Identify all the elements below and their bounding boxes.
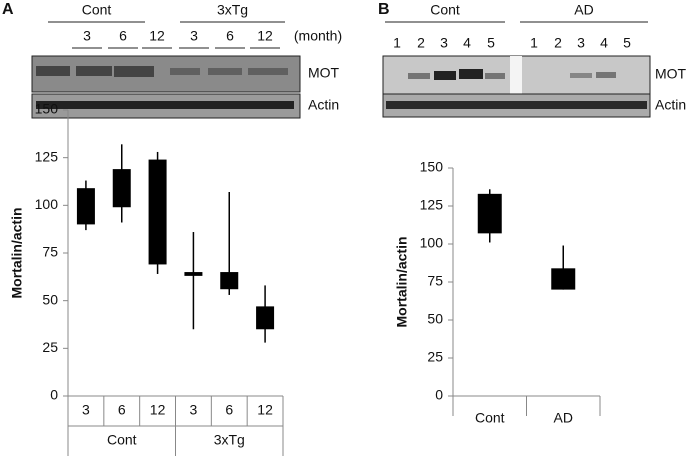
row-label: MOT [308,65,340,81]
box [184,272,203,276]
x-tick-label: 12 [150,402,166,418]
y-tick-label: 100 [420,235,444,251]
y-tick-label: 0 [50,387,58,403]
y-tick-label: 75 [427,273,443,289]
row-label: Actin [308,97,339,113]
y-tick-label: 50 [42,291,58,307]
y-tick-label: 25 [42,339,58,355]
lane-label: 1 [393,35,401,51]
group-label: 3xTg [217,2,248,18]
x-tick-label: 3 [190,402,198,418]
lane-label: 4 [600,35,608,51]
y-tick-label: 100 [35,196,59,212]
group-label: Cont [107,432,137,448]
y-tick-label: 150 [420,159,444,175]
gap [510,56,522,94]
box [256,306,275,330]
box [112,169,131,208]
x-tick-label: 12 [257,402,273,418]
box [76,188,95,225]
lane-label: 5 [487,35,495,51]
x-tick-label: 6 [118,402,126,418]
box [220,272,239,290]
y-tick-label: 125 [35,148,59,164]
lane-label: 2 [417,35,425,51]
band [36,101,294,109]
lane-label: 12 [149,28,165,44]
lane-label: 6 [119,28,127,44]
lane-label: 1 [530,35,538,51]
box [551,268,576,290]
group-label: 3xTg [214,432,245,448]
lane-label: 5 [623,35,631,51]
band [386,101,647,109]
x-tick-label: Cont [475,410,505,426]
panel-label: B [378,1,390,18]
lane-label: 3 [577,35,585,51]
panel-label: A [2,1,14,18]
box [477,193,502,234]
y-axis-label: Mortalin/actin [394,236,410,327]
group-label: Cont [430,2,460,18]
group-label: Cont [82,2,112,18]
y-axis-label: Mortalin/actin [9,207,25,298]
y-tick-label: 0 [435,387,443,403]
y-tick-label: 25 [427,349,443,365]
lane-label: 6 [226,28,234,44]
lane-label: 4 [463,35,471,51]
x-tick-label: AD [554,410,573,426]
unit-label: (month) [294,28,342,44]
row-label: Actin [655,97,686,113]
lane-label: 12 [257,28,273,44]
bands [36,66,288,77]
y-tick-label: 50 [427,311,443,327]
box [148,159,167,265]
x-tick-label: 6 [225,402,233,418]
bands [408,69,616,80]
lane-label: 2 [554,35,562,51]
y-tick-label: 75 [42,244,58,260]
y-tick-label: 125 [420,197,444,213]
lane-label: 3 [83,28,91,44]
x-tick-label: 3 [82,402,90,418]
lane-label: 3 [440,35,448,51]
lane-label: 3 [190,28,198,44]
y-tick-label: 150 [35,101,59,117]
row-label: MOT [655,66,687,82]
group-label: AD [574,2,593,18]
